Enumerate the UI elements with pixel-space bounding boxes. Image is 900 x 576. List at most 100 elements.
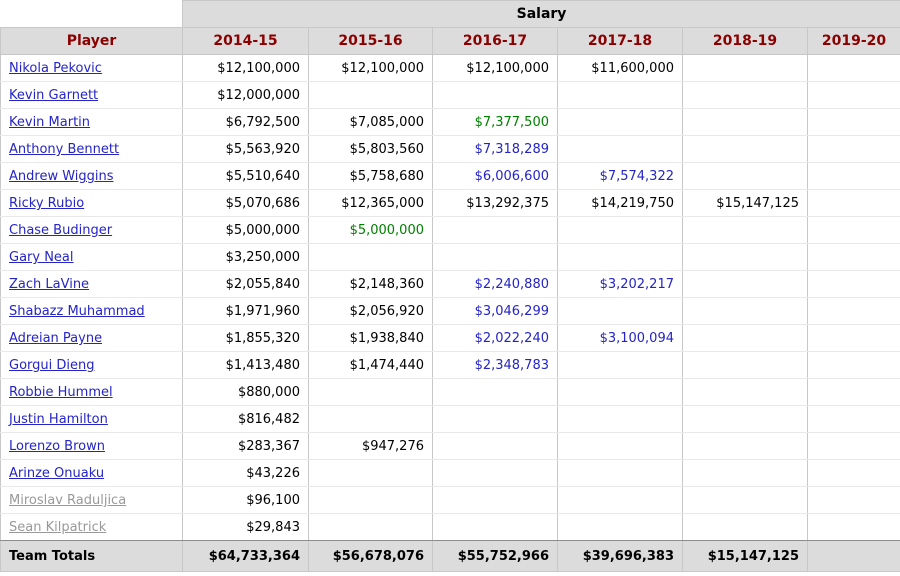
player-row: Gorgui Dieng $1,413,480 $1,474,440 $2,348,7…	[0, 351, 900, 379]
column-header-row: Player 2014-15 2015-16 2016-17 2017-18 2018-1…	[0, 27, 900, 55]
salary-cell	[557, 405, 683, 433]
player-link[interactable]: Gorgui Dieng	[9, 358, 95, 373]
player-link[interactable]: Lorenzo Brown	[9, 439, 105, 454]
salary-cell	[308, 378, 433, 406]
player-link[interactable]: Ricky Rubio	[9, 196, 85, 211]
player-link[interactable]: Sean Kilpatrick	[9, 520, 107, 535]
column-header-2015-16: 2015-16	[308, 27, 433, 55]
salary-cell	[432, 432, 558, 460]
salary-cell: $12,100,000	[432, 54, 558, 82]
salary-cell	[682, 459, 808, 487]
salary-cell	[806, 297, 900, 325]
salary-cell: $1,971,960	[182, 297, 309, 325]
player-cell: Kevin Garnett	[0, 81, 183, 109]
salary-cell	[682, 162, 808, 190]
table-footer: Team Totals $64,733,364 $56,678,076 $55,752…	[0, 540, 900, 572]
salary-cell: $1,938,840	[308, 324, 433, 352]
salary-cell: $2,022,240	[432, 324, 558, 352]
salary-cell: $2,056,920	[308, 297, 433, 325]
player-link[interactable]: Miroslav Raduljica	[9, 493, 127, 508]
player-link[interactable]: Shabazz Muhammad	[9, 304, 145, 319]
salary-cell: $7,377,500	[432, 108, 558, 136]
salary-cell	[432, 486, 558, 514]
player-cell: Sean Kilpatrick	[0, 513, 183, 541]
salary-cell	[308, 81, 433, 109]
salary-cell	[557, 81, 683, 109]
salary-cell	[806, 486, 900, 514]
player-link[interactable]: Arinze Onuaku	[9, 466, 105, 481]
player-cell: Nikola Pekovic	[0, 54, 183, 82]
column-header-player: Player	[0, 27, 183, 55]
player-link[interactable]: Kevin Garnett	[9, 88, 99, 103]
salary-cell	[682, 135, 808, 163]
salary-group-header: Salary	[181, 0, 900, 28]
salary-cell	[557, 297, 683, 325]
salary-cell	[557, 432, 683, 460]
salary-cell	[806, 189, 900, 217]
salary-cell	[682, 81, 808, 109]
salary-cell	[432, 459, 558, 487]
player-link[interactable]: Justin Hamilton	[9, 412, 108, 427]
table-header: Salary Player 2014-15 2015-16 2016-17 2017-1…	[0, 0, 900, 55]
salary-cell	[682, 405, 808, 433]
player-link[interactable]: Gary Neal	[9, 250, 74, 265]
player-cell: Andrew Wiggins	[0, 162, 183, 190]
player-row: Sean Kilpatrick $29,843	[0, 513, 900, 541]
salary-cell: $5,070,686	[182, 189, 309, 217]
salary-cell: $1,413,480	[182, 351, 309, 379]
salary-cell: $947,276	[308, 432, 433, 460]
salary-cell	[308, 513, 433, 541]
player-row: Robbie Hummel $880,000	[0, 378, 900, 406]
salary-cell: $15,147,125	[682, 189, 808, 217]
player-cell: Adreian Payne	[0, 324, 183, 352]
salary-cell	[557, 486, 683, 514]
salary-cell	[682, 243, 808, 271]
player-row: Shabazz Muhammad $1,971,960 $2,056,920 $3,0…	[0, 297, 900, 325]
salary-cell: $1,474,440	[308, 351, 433, 379]
salary-cell: $880,000	[182, 378, 309, 406]
player-link[interactable]: Nikola Pekovic	[9, 61, 102, 76]
player-link[interactable]: Zach LaVine	[9, 277, 90, 292]
salary-cell: $2,055,840	[182, 270, 309, 298]
salary-cell	[682, 378, 808, 406]
player-cell: Zach LaVine	[0, 270, 183, 298]
salary-cell: $7,574,322	[557, 162, 683, 190]
salary-cell: $5,563,920	[182, 135, 309, 163]
salary-cell	[557, 243, 683, 271]
player-link[interactable]: Kevin Martin	[9, 115, 91, 130]
salary-cell	[806, 162, 900, 190]
column-header-2019-20: 2019-20	[806, 27, 900, 55]
salary-cell	[806, 351, 900, 379]
player-cell: Miroslav Raduljica	[0, 486, 183, 514]
salary-cell: $11,600,000	[557, 54, 683, 82]
salary-cell	[308, 243, 433, 271]
salary-cell: $2,348,783	[432, 351, 558, 379]
salary-cell	[557, 135, 683, 163]
player-link[interactable]: Robbie Hummel	[9, 385, 113, 400]
player-cell: Anthony Bennett	[0, 135, 183, 163]
salary-cell: $5,803,560	[308, 135, 433, 163]
player-link[interactable]: Adreian Payne	[9, 331, 103, 346]
salary-cell: $6,792,500	[182, 108, 309, 136]
player-link[interactable]: Anthony Bennett	[9, 142, 120, 157]
salary-cell	[682, 270, 808, 298]
player-cell: Gorgui Dieng	[0, 351, 183, 379]
salary-cell	[682, 351, 808, 379]
column-header-2017-18: 2017-18	[557, 27, 683, 55]
player-row: Justin Hamilton $816,482	[0, 405, 900, 433]
player-link[interactable]: Andrew Wiggins	[9, 169, 114, 184]
salary-cell: $5,000,000	[308, 216, 433, 244]
salary-cell	[432, 243, 558, 271]
player-row: Nikola Pekovic $12,100,000 $12,100,000 $12,…	[0, 54, 900, 82]
salary-cell: $3,046,299	[432, 297, 558, 325]
salary-cell	[806, 432, 900, 460]
salary-cell	[432, 81, 558, 109]
salary-cell: $2,240,880	[432, 270, 558, 298]
player-link[interactable]: Chase Budinger	[9, 223, 113, 238]
salary-cell: $12,100,000	[182, 54, 309, 82]
salary-cell: $7,085,000	[308, 108, 433, 136]
table-body: Nikola Pekovic $12,100,000 $12,100,000 $12,…	[0, 54, 900, 541]
salary-cell	[557, 378, 683, 406]
salary-cell: $5,758,680	[308, 162, 433, 190]
player-row: Gary Neal $3,250,000	[0, 243, 900, 271]
